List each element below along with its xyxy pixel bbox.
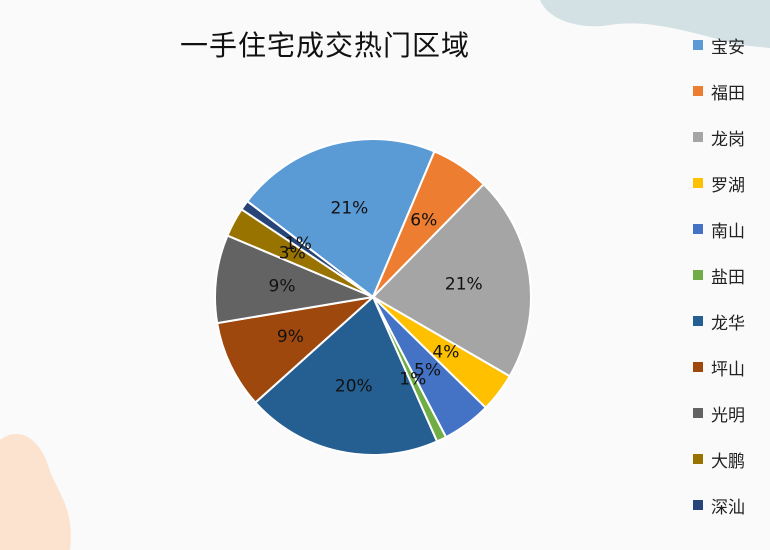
data-label-大鹏: 3% bbox=[279, 244, 306, 264]
legend-label: 坪山 bbox=[711, 359, 745, 380]
legend-item-深汕: 深汕 bbox=[693, 482, 768, 528]
legend-item-盐田: 盐田 bbox=[693, 252, 768, 298]
legend-label: 南山 bbox=[711, 221, 745, 242]
legend-label: 龙岗 bbox=[711, 129, 745, 150]
legend-swatch bbox=[693, 132, 703, 142]
legend-item-光明: 光明 bbox=[693, 390, 768, 436]
legend-label: 盐田 bbox=[711, 267, 745, 288]
legend-label: 大鹏 bbox=[711, 451, 745, 472]
data-label-南山: 5% bbox=[414, 361, 441, 381]
legend-item-坪山: 坪山 bbox=[693, 344, 768, 390]
pie-chart bbox=[214, 138, 532, 456]
decor-blob-bottom-left bbox=[0, 434, 71, 550]
decor-blob-top-right bbox=[540, 0, 770, 48]
legend-swatch bbox=[693, 500, 703, 510]
legend-item-龙华: 龙华 bbox=[693, 298, 768, 344]
data-label-宝安: 21% bbox=[331, 198, 369, 218]
pie-slice-坪山 bbox=[216, 295, 377, 404]
legend-label: 福田 bbox=[711, 83, 745, 104]
legend-item-龙岗: 龙岗 bbox=[693, 114, 768, 160]
data-label-龙华: 20% bbox=[335, 377, 373, 397]
pie-slice-光明 bbox=[214, 234, 377, 325]
pie-slice-龙岗 bbox=[371, 182, 532, 378]
legend-label: 宝安 bbox=[711, 37, 745, 58]
chart-legend: 宝安福田龙岗罗湖南山盐田龙华坪山光明大鹏深汕 bbox=[693, 22, 768, 528]
pie-slice-龙华 bbox=[254, 295, 439, 456]
legend-label: 龙华 bbox=[711, 313, 745, 334]
legend-label: 深汕 bbox=[711, 497, 745, 518]
legend-swatch bbox=[693, 408, 703, 418]
chart-title: 一手住宅成交热门区域 bbox=[180, 29, 471, 62]
legend-item-福田: 福田 bbox=[693, 68, 768, 114]
legend-swatch bbox=[693, 86, 703, 96]
legend-swatch bbox=[693, 362, 703, 372]
data-label-光明: 9% bbox=[269, 276, 296, 296]
pie-slice-宝安 bbox=[245, 138, 436, 299]
legend-item-罗湖: 罗湖 bbox=[693, 160, 768, 206]
legend-swatch bbox=[693, 270, 703, 280]
legend-swatch bbox=[693, 316, 703, 326]
legend-item-大鹏: 大鹏 bbox=[693, 436, 768, 482]
legend-item-宝安: 宝安 bbox=[693, 22, 768, 68]
legend-label: 罗湖 bbox=[711, 175, 745, 196]
data-label-罗湖: 4% bbox=[432, 343, 459, 363]
legend-item-南山: 南山 bbox=[693, 206, 768, 252]
legend-swatch bbox=[693, 454, 703, 464]
pie-data-labels: 21%6%21%4%5%1%20%9%9%3%1% bbox=[269, 198, 483, 396]
data-label-坪山: 9% bbox=[277, 327, 304, 347]
legend-swatch bbox=[693, 178, 703, 188]
data-label-深汕: 1% bbox=[285, 234, 312, 254]
legend-swatch bbox=[693, 224, 703, 234]
data-label-福田: 6% bbox=[410, 211, 437, 231]
legend-swatch bbox=[693, 40, 703, 50]
data-label-盐田: 1% bbox=[399, 370, 426, 390]
data-label-龙岗: 21% bbox=[445, 275, 483, 295]
pie-slice-深汕 bbox=[240, 199, 374, 298]
legend-label: 光明 bbox=[711, 405, 745, 426]
